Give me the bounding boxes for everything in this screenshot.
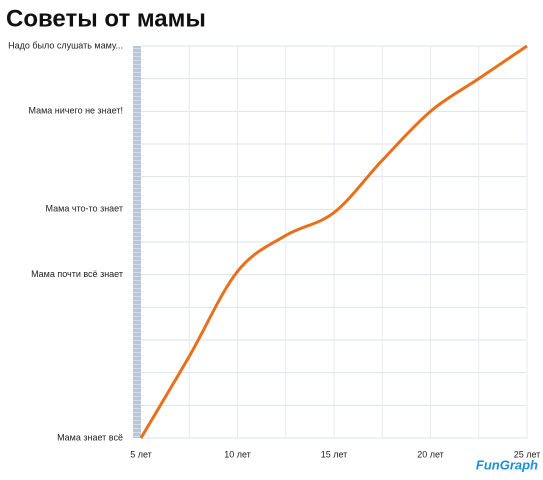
y-tick-label: Надо было слушать маму... xyxy=(8,40,123,50)
y-tick-label: Мама ничего не знает! xyxy=(29,106,124,116)
line xyxy=(139,44,528,439)
x-tick-label: 25 лет xyxy=(514,449,541,459)
x-tick-label: 5 лет xyxy=(130,449,152,459)
y-tick-label: Мама что-то знает xyxy=(46,204,123,214)
axis-bar xyxy=(133,46,141,438)
y-tick-label: Мама знает всё xyxy=(57,432,123,442)
x-tick-label: 10 лет xyxy=(224,449,251,459)
logo: FunGraph xyxy=(476,457,538,472)
x-tick-label: 20 лет xyxy=(417,449,444,459)
chart-title: Советы от мамы xyxy=(6,5,206,32)
y-tick-label: Мама почти всё знает xyxy=(31,269,123,279)
x-tick-label: 15 лет xyxy=(321,449,348,459)
